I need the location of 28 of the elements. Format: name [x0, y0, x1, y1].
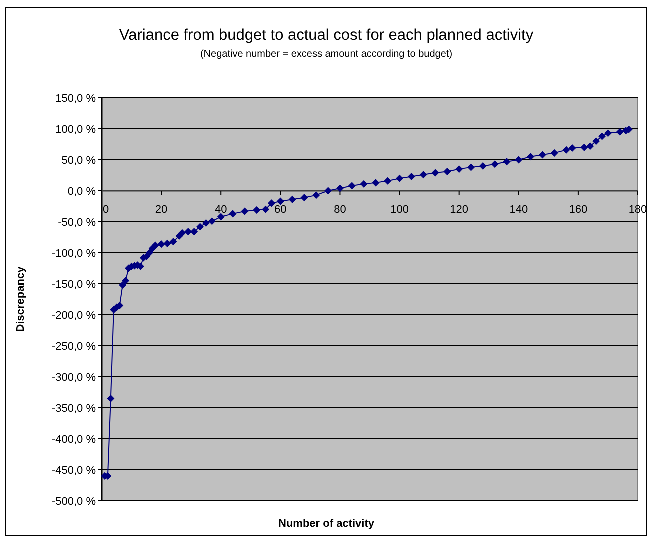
x-tick-label: 40: [214, 204, 228, 216]
y-tick-label: -100,0 %: [52, 248, 96, 260]
x-tick-label: 0: [102, 204, 110, 216]
x-tick-label: 160: [569, 204, 588, 216]
x-tick-label: 140: [510, 204, 528, 216]
y-tick-label: -250,0 %: [52, 340, 96, 353]
y-tick-label: -350,0 %: [52, 402, 96, 415]
chart-title: Variance from budget to actual cost for each planned activity: [119, 27, 534, 44]
y-tick-label: -50,0 %: [58, 216, 96, 229]
y-tick-label: -400,0 %: [52, 434, 96, 446]
y-tick-label: -450,0 %: [52, 464, 96, 477]
x-tick-label: 100: [390, 204, 409, 216]
y-tick-label: -150,0 %: [52, 278, 96, 291]
x-axis-title: Number of activity: [278, 518, 376, 530]
y-tick-label: 150,0 %: [56, 92, 96, 105]
x-tick-label: 20: [155, 204, 168, 216]
x-tick-label: 60: [274, 204, 287, 216]
y-axis-title: Discrepancy: [15, 266, 27, 332]
y-tick-label: -300,0 %: [52, 372, 96, 384]
y-tick-label: 0,0 %: [68, 186, 96, 198]
x-tick-label: 80: [334, 204, 346, 216]
x-tick-label: 120: [450, 204, 469, 216]
y-tick-label: -500,0 %: [52, 496, 96, 508]
chart-subtitle: (Negative number = excess amount according to budget): [200, 49, 453, 60]
y-tick-label: 50,0 %: [62, 154, 96, 167]
x-tick-label: 180: [628, 204, 648, 216]
y-tick-label: -200,0 %: [52, 310, 96, 322]
y-tick-label: 100,0 %: [56, 124, 96, 136]
